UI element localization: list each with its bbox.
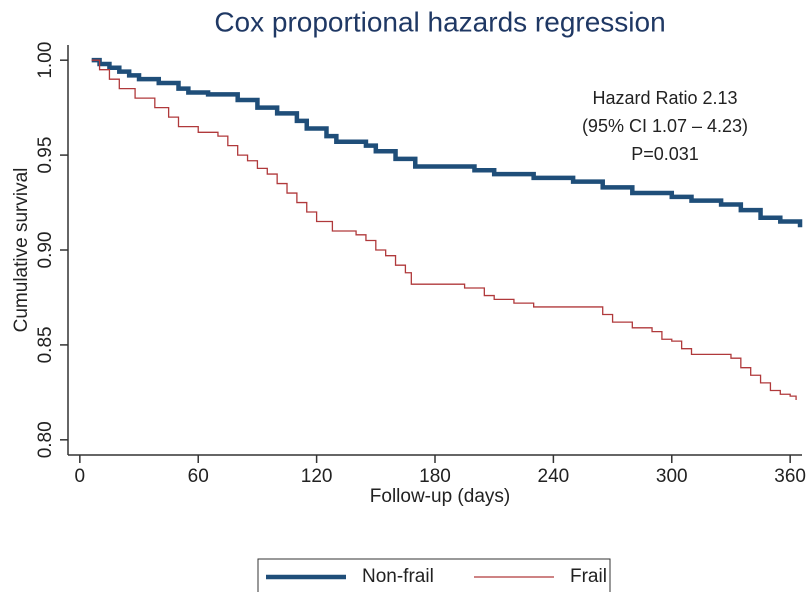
x-axis-label: Follow-up (days) [370, 486, 510, 507]
y-axis-label: Cumulative survival [11, 168, 32, 333]
y-tick-label: 0.85 [35, 326, 56, 363]
x-tick-label: 60 [188, 466, 209, 487]
y-tick-label: 0.80 [35, 421, 56, 458]
legend-box [257, 558, 611, 592]
y-tick-label: 0.90 [35, 232, 56, 269]
annotation: (95% CI 1.07 – 4.23) [582, 116, 748, 136]
x-tick-label: 360 [774, 466, 806, 487]
legend-label: Non-frail [362, 566, 434, 587]
legend-label: Frail [570, 566, 607, 587]
x-tick-label: 240 [538, 466, 570, 487]
survival-curve [91, 57, 803, 228]
x-tick-label: 300 [656, 466, 688, 487]
annotation: Hazard Ratio 2.13 [592, 88, 737, 108]
x-tick-label: 0 [75, 466, 86, 487]
y-tick-label: 0.95 [35, 137, 56, 174]
x-tick-label: 180 [419, 466, 451, 487]
y-tick-label: 1.00 [35, 42, 56, 79]
survival-curve [91, 59, 797, 400]
annotation: P=0.031 [631, 144, 699, 164]
x-tick-label: 120 [301, 466, 333, 487]
chart-title: Cox proportional hazards regression [214, 6, 665, 37]
